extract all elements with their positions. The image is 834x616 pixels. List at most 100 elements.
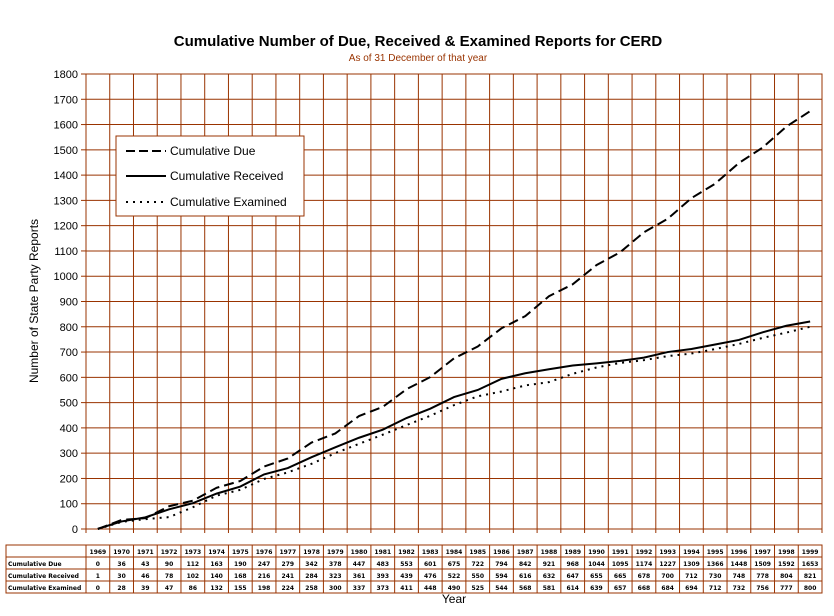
table-value-cell: 342 bbox=[305, 561, 318, 568]
table-value-cell: 90 bbox=[165, 561, 173, 568]
table-value-cell: 140 bbox=[210, 573, 223, 580]
y-tick-label: 1500 bbox=[54, 145, 78, 157]
table-value-cell: 553 bbox=[400, 561, 413, 568]
table-value-cell: 46 bbox=[141, 573, 149, 580]
table-value-cell: 614 bbox=[566, 585, 579, 592]
table-value-cell: 168 bbox=[234, 573, 247, 580]
table-value-cell: 247 bbox=[258, 561, 271, 568]
table-value-cell: 1366 bbox=[707, 561, 724, 568]
y-tick-label: 400 bbox=[60, 423, 78, 435]
table-value-cell: 821 bbox=[804, 573, 817, 580]
table-value-cell: 86 bbox=[189, 585, 197, 592]
table-value-cell: 216 bbox=[258, 573, 271, 580]
table-value-cell: 132 bbox=[210, 585, 223, 592]
table-value-cell: 1095 bbox=[612, 561, 629, 568]
y-tick-label: 0 bbox=[72, 524, 78, 536]
table-value-cell: 1448 bbox=[731, 561, 748, 568]
table-year-cell: 1978 bbox=[303, 549, 320, 556]
table-value-cell: 1174 bbox=[636, 561, 653, 568]
chart-subtitle: As of 31 December of that year bbox=[349, 53, 488, 64]
legend-received-label: Cumulative Received bbox=[170, 169, 283, 183]
table-value-cell: 1044 bbox=[588, 561, 605, 568]
table-value-cell: 198 bbox=[258, 585, 271, 592]
table-value-cell: 0 bbox=[96, 585, 100, 592]
table-year-cell: 1986 bbox=[493, 549, 510, 556]
table-value-cell: 112 bbox=[187, 561, 200, 568]
table-year-cell: 1997 bbox=[754, 549, 771, 556]
table-year-cell: 1973 bbox=[184, 549, 201, 556]
table-value-cell: 300 bbox=[329, 585, 342, 592]
table-year-cell: 1969 bbox=[90, 549, 107, 556]
table-year-cell: 1976 bbox=[256, 549, 273, 556]
table-year-cell: 1977 bbox=[279, 549, 296, 556]
y-tick-label: 200 bbox=[60, 473, 78, 485]
table-value-cell: 665 bbox=[614, 573, 627, 580]
table-value-cell: 732 bbox=[733, 585, 746, 592]
legend-examined-label: Cumulative Examined bbox=[170, 195, 287, 209]
y-axis-ticks: 0 100 200 300 400 500 600 700 800 900 1000 1100 1200… bbox=[54, 69, 86, 536]
y-tick-label: 300 bbox=[60, 448, 78, 460]
table-value-cell: 0 bbox=[96, 561, 100, 568]
table-value-cell: 684 bbox=[661, 585, 674, 592]
table-year-cell: 1984 bbox=[446, 549, 463, 556]
table-value-cell: 448 bbox=[424, 585, 437, 592]
table-year-cell: 1970 bbox=[113, 549, 130, 556]
table-value-cell: 337 bbox=[353, 585, 366, 592]
table-value-cell: 525 bbox=[471, 585, 484, 592]
table-year-cell: 1988 bbox=[541, 549, 558, 556]
table-value-cell: 393 bbox=[377, 573, 390, 580]
table-value-cell: 678 bbox=[638, 573, 651, 580]
series-lines bbox=[97, 110, 811, 530]
table-value-cell: 700 bbox=[661, 573, 674, 580]
table-value-cell: 28 bbox=[117, 585, 125, 592]
table-year-cell: 1990 bbox=[588, 549, 605, 556]
table-value-cell: 43 bbox=[141, 561, 149, 568]
table-value-cell: 102 bbox=[187, 573, 200, 580]
series-line-cumulative-due bbox=[97, 110, 811, 530]
table-year-cell: 1999 bbox=[802, 549, 819, 556]
series-line-cumulative-examined bbox=[97, 325, 811, 530]
table-year-cell: 1993 bbox=[659, 549, 676, 556]
table-value-cell: 777 bbox=[780, 585, 793, 592]
table-value-cell: 550 bbox=[471, 573, 484, 580]
table-year-cell: 1985 bbox=[469, 549, 486, 556]
table-row-label: Cumulative Received bbox=[8, 573, 79, 580]
table-value-cell: 361 bbox=[353, 573, 366, 580]
table-value-cell: 601 bbox=[424, 561, 437, 568]
table-value-cell: 1 bbox=[96, 573, 100, 580]
series-line-cumulative-received bbox=[97, 320, 811, 530]
table-value-cell: 804 bbox=[780, 573, 793, 580]
table-year-cell: 1975 bbox=[232, 549, 249, 556]
table-value-cell: 968 bbox=[566, 561, 579, 568]
table-value-cell: 722 bbox=[471, 561, 484, 568]
table-value-cell: 675 bbox=[448, 561, 461, 568]
legend-due-label: Cumulative Due bbox=[170, 144, 256, 158]
table-value-cell: 190 bbox=[234, 561, 247, 568]
table-value-cell: 800 bbox=[804, 585, 817, 592]
table-value-cell: 842 bbox=[519, 561, 532, 568]
table-value-cell: 712 bbox=[709, 585, 722, 592]
table-value-cell: 778 bbox=[756, 573, 769, 580]
y-tick-label: 1000 bbox=[54, 271, 78, 283]
y-tick-label: 100 bbox=[60, 499, 78, 511]
table-value-cell: 581 bbox=[543, 585, 556, 592]
table-value-cell: 668 bbox=[638, 585, 651, 592]
table-value-cell: 490 bbox=[448, 585, 461, 592]
table-value-cell: 522 bbox=[448, 573, 461, 580]
table-value-cell: 655 bbox=[590, 573, 603, 580]
y-tick-label: 1700 bbox=[54, 94, 78, 106]
table-row-label: Cumulative Examined bbox=[8, 585, 81, 592]
table-value-cell: 258 bbox=[305, 585, 318, 592]
table-year-cell: 1989 bbox=[564, 549, 581, 556]
table-value-cell: 378 bbox=[329, 561, 342, 568]
table-year-cell: 1972 bbox=[161, 549, 178, 556]
y-tick-label: 1300 bbox=[54, 195, 78, 207]
table-year-cell: 1998 bbox=[778, 549, 795, 556]
table-year-cell: 1982 bbox=[398, 549, 415, 556]
table-value-cell: 1309 bbox=[683, 561, 700, 568]
table-year-cell: 1974 bbox=[208, 549, 225, 556]
table-value-cell: 1592 bbox=[778, 561, 795, 568]
y-tick-label: 900 bbox=[60, 297, 78, 309]
table-value-cell: 594 bbox=[495, 573, 508, 580]
